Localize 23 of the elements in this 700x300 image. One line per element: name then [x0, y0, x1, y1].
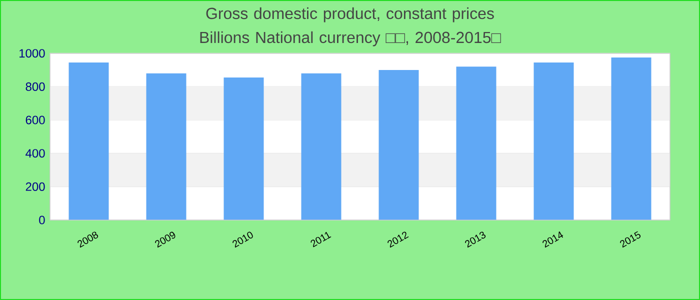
- y-tick-label: 200: [26, 182, 45, 191]
- x-tick-label: 2013: [465, 232, 486, 248]
- x-tick-label: 2014: [542, 231, 564, 248]
- bar: [68, 62, 109, 220]
- x-tick-label: 2009: [155, 232, 176, 248]
- x-tick-label: 2010: [232, 232, 253, 248]
- y-tick-label: 1000: [20, 49, 45, 58]
- x-tick-label: 2008: [78, 232, 98, 248]
- y-tick-label: 600: [26, 116, 45, 124]
- chart-title: Gross domestic product, constant prices Billions National currency □□, 2008-2015□: [200, 7, 501, 46]
- bar: [301, 73, 342, 220]
- bar: [534, 62, 574, 220]
- y-tick-label: 400: [26, 149, 45, 158]
- y-tick-label: 0: [39, 216, 45, 224]
- bar: [456, 66, 496, 220]
- y-tick-label: 800: [26, 82, 45, 91]
- x-tick-label: 2012: [388, 232, 409, 248]
- x-tick-label: 2015: [620, 231, 641, 248]
- bar: [224, 78, 264, 220]
- bar: [146, 73, 186, 220]
- bar: [378, 70, 419, 220]
- x-tick-label: 2011: [310, 232, 332, 248]
- bar: [611, 58, 652, 220]
